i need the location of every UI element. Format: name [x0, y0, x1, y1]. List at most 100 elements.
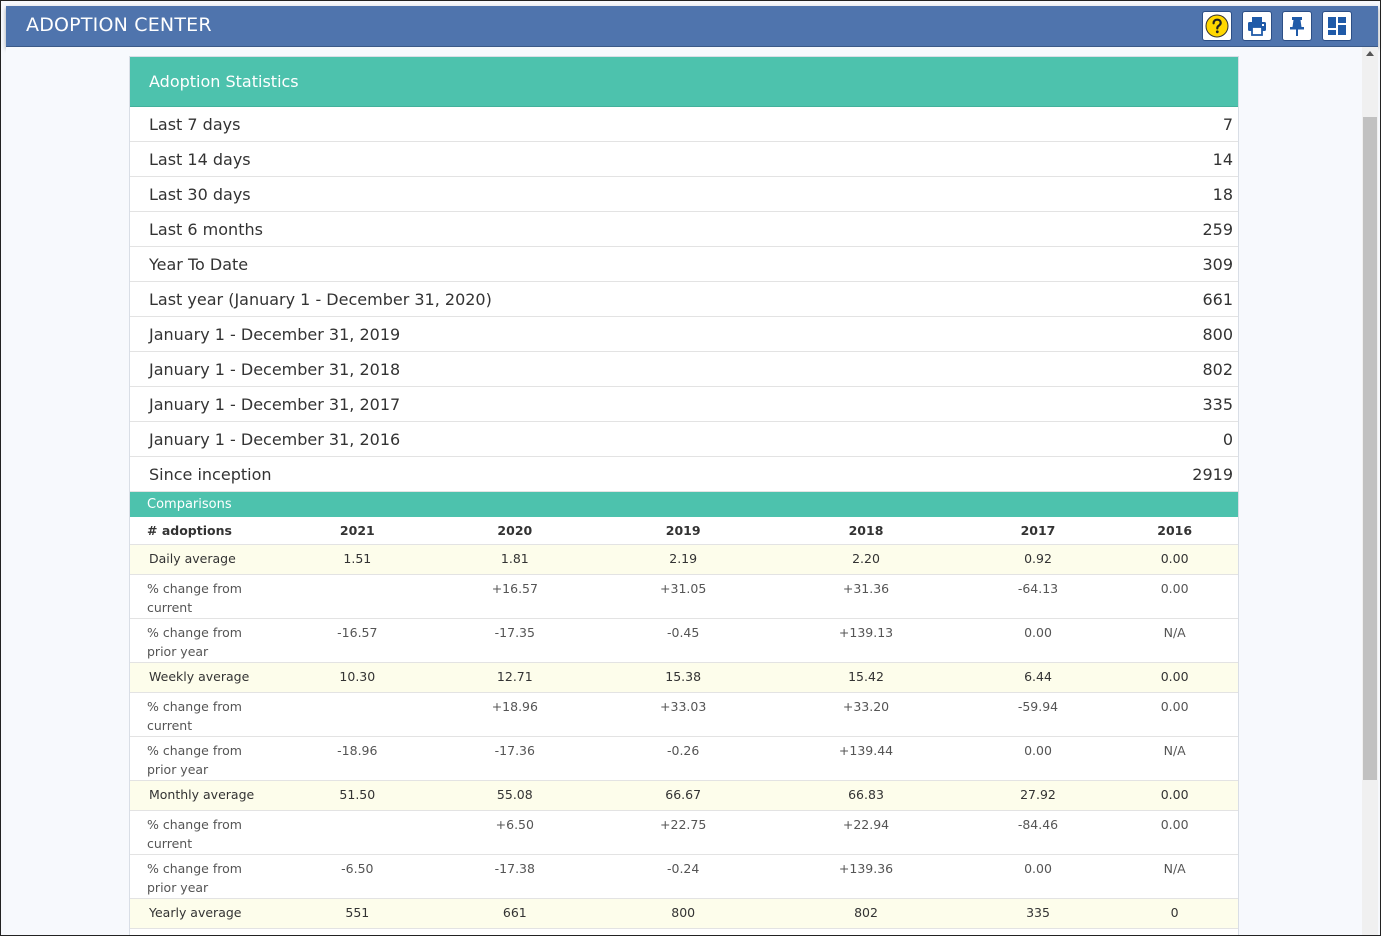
stat-list: Last 7 days 7 Last 14 days 14 Last 30 days 18… [130, 107, 1238, 492]
table-cell: 1.81 [430, 544, 599, 575]
table-cell [284, 574, 431, 619]
stat-label: Last 14 days [149, 149, 251, 169]
stat-label: Last 6 months [149, 219, 263, 239]
stat-value: 7 [1222, 114, 1233, 134]
table-cell: 0.00 [1111, 692, 1238, 737]
table-cell: 12.71 [430, 662, 599, 693]
table-cell: +6.50 [430, 810, 599, 855]
scroll-up-arrow-icon[interactable] [1366, 51, 1374, 56]
table-row: Monthly average 51.50 55.08 66.67 66.83 27.92… [130, 780, 1238, 811]
table-row: % change from current +18.96 +33.03 +33.20-… [130, 692, 1238, 737]
stat-row: Last 30 days 18 [130, 177, 1238, 212]
stat-value: 661 [1202, 289, 1233, 309]
stat-row: Last 7 days 7 [130, 107, 1238, 142]
table-cell: +139.13 [767, 618, 965, 663]
table-cell: 0.00 [1111, 574, 1238, 619]
column-header-label: # adoptions [130, 517, 284, 545]
stat-value: 802 [1202, 359, 1233, 379]
table-cell: -0.24 [599, 854, 768, 899]
table-cell [284, 810, 431, 855]
table-cell: 2.20 [767, 544, 965, 575]
pin-icon [1290, 17, 1304, 36]
comparisons-title: Comparisons [130, 492, 1238, 517]
table-row: Daily average 1.51 1.81 2.19 2.20 0.92 0.00 [130, 544, 1238, 575]
table-cell: 661 [430, 898, 599, 929]
pin-button[interactable] [1282, 11, 1312, 41]
table-cell: 0 [1111, 898, 1238, 929]
stat-label: Last 30 days [149, 184, 251, 204]
row-label: % change from prior year [130, 618, 284, 663]
stat-row: Year To Date 309 [130, 247, 1238, 282]
column-header-year: 2021 [284, 517, 431, 545]
column-header-year: 2016 [1111, 517, 1238, 545]
table-row: % change from current +16.57 +31.05 +31.36-… [130, 574, 1238, 619]
row-label: % change from prior year [130, 854, 284, 899]
panel-title: Adoption Statistics [130, 57, 1238, 107]
stat-value: 309 [1202, 254, 1233, 274]
table-row: Yearly average 551 661 800 802 335 0 [130, 898, 1238, 929]
scroll-thumb[interactable] [1363, 117, 1377, 780]
table-cell: 1.51 [284, 544, 431, 575]
row-label: Daily average [130, 544, 284, 575]
dashboard-layout-icon [1328, 17, 1346, 35]
stat-value: 0 [1222, 429, 1233, 449]
table-cell: 10.30 [284, 662, 431, 693]
stat-label: January 1 - December 31, 2019 [149, 324, 401, 344]
column-header-year: 2020 [430, 517, 599, 545]
help-button[interactable] [1202, 11, 1232, 41]
table-cell: -84.46 [964, 810, 1112, 855]
table-row: Weekly average 10.30 12.71 15.38 15.42 6.44 0.… [130, 662, 1238, 693]
table-cell: 15.42 [767, 662, 965, 693]
column-header-year: 2017 [964, 517, 1112, 545]
stat-row: Last year (January 1 - December 31, 2020… [130, 282, 1238, 317]
stat-row: January 1 - December 31, 2016 0 [130, 422, 1238, 457]
table-cell: 2.19 [599, 544, 768, 575]
table-row: % change from current +6.50 +22.75 +22.94 -8… [130, 810, 1238, 855]
row-label: % change from current [130, 692, 284, 737]
table-cell: -18.96 [284, 736, 431, 781]
table-cell: -0.45 [599, 618, 768, 663]
table-row: % change from prior year -18.96 -17.36 -0.2… [130, 736, 1238, 781]
stat-value: 800 [1202, 324, 1233, 344]
table-cell: -6.50 [284, 854, 431, 899]
column-header-year: 2018 [767, 517, 965, 545]
column-header-year: 2019 [599, 517, 768, 545]
table-cell: +16.57 [430, 574, 599, 619]
stat-row: Last 6 months 259 [130, 212, 1238, 247]
table-cell: 0.00 [964, 854, 1112, 899]
table-row: % change from prior year -16.57 -17.35 -0.4… [130, 618, 1238, 663]
table-cell: 0.00 [1111, 662, 1238, 693]
table-cell [284, 692, 431, 737]
stat-label: January 1 - December 31, 2018 [149, 359, 401, 379]
stat-value: 2919 [1192, 464, 1233, 484]
print-button[interactable] [1242, 11, 1272, 41]
table-cell: 802 [767, 898, 965, 929]
table-cell: 0.00 [1111, 810, 1238, 855]
table-cell: 551 [284, 898, 431, 929]
row-label: % change from current [130, 810, 284, 855]
table-cell: -16.57 [284, 618, 431, 663]
table-cell: -64.13 [964, 574, 1112, 619]
row-label: % change from current [130, 574, 284, 619]
stat-row: January 1 - December 31, 2017 335 [130, 387, 1238, 422]
table-cell: 0.00 [1111, 780, 1238, 811]
row-label: Monthly average [130, 780, 284, 811]
table-cell: 6.44 [964, 662, 1112, 693]
table-cell: -59.94 [964, 692, 1112, 737]
stat-value: 14 [1212, 149, 1233, 169]
table-cell: 800 [599, 898, 768, 929]
table-cell: 335 [964, 898, 1112, 929]
layout-button[interactable] [1322, 11, 1352, 41]
table-cell: 15.38 [599, 662, 768, 693]
adoption-statistics-panel: Adoption Statistics Last 7 days 7 Last 14 … [129, 56, 1239, 935]
table-cell: -17.38 [430, 854, 599, 899]
table-cell: 0.00 [964, 618, 1112, 663]
table-row: % change from prior year -6.50 -17.38 -0.24… [130, 854, 1238, 899]
stat-label: Last year (January 1 - December 31, 2020… [149, 289, 492, 309]
stat-row: January 1 - December 31, 2019 800 [130, 317, 1238, 352]
table-cell: +22.94 [767, 810, 965, 855]
table-cell: 0.00 [1111, 544, 1238, 575]
stat-row: January 1 - December 31, 2018 802 [130, 352, 1238, 387]
vertical-scrollbar[interactable] [1362, 47, 1378, 935]
comparisons-table: # adoptions 2021 2020 2019 2018 2017 2016 Dail… [130, 517, 1238, 929]
